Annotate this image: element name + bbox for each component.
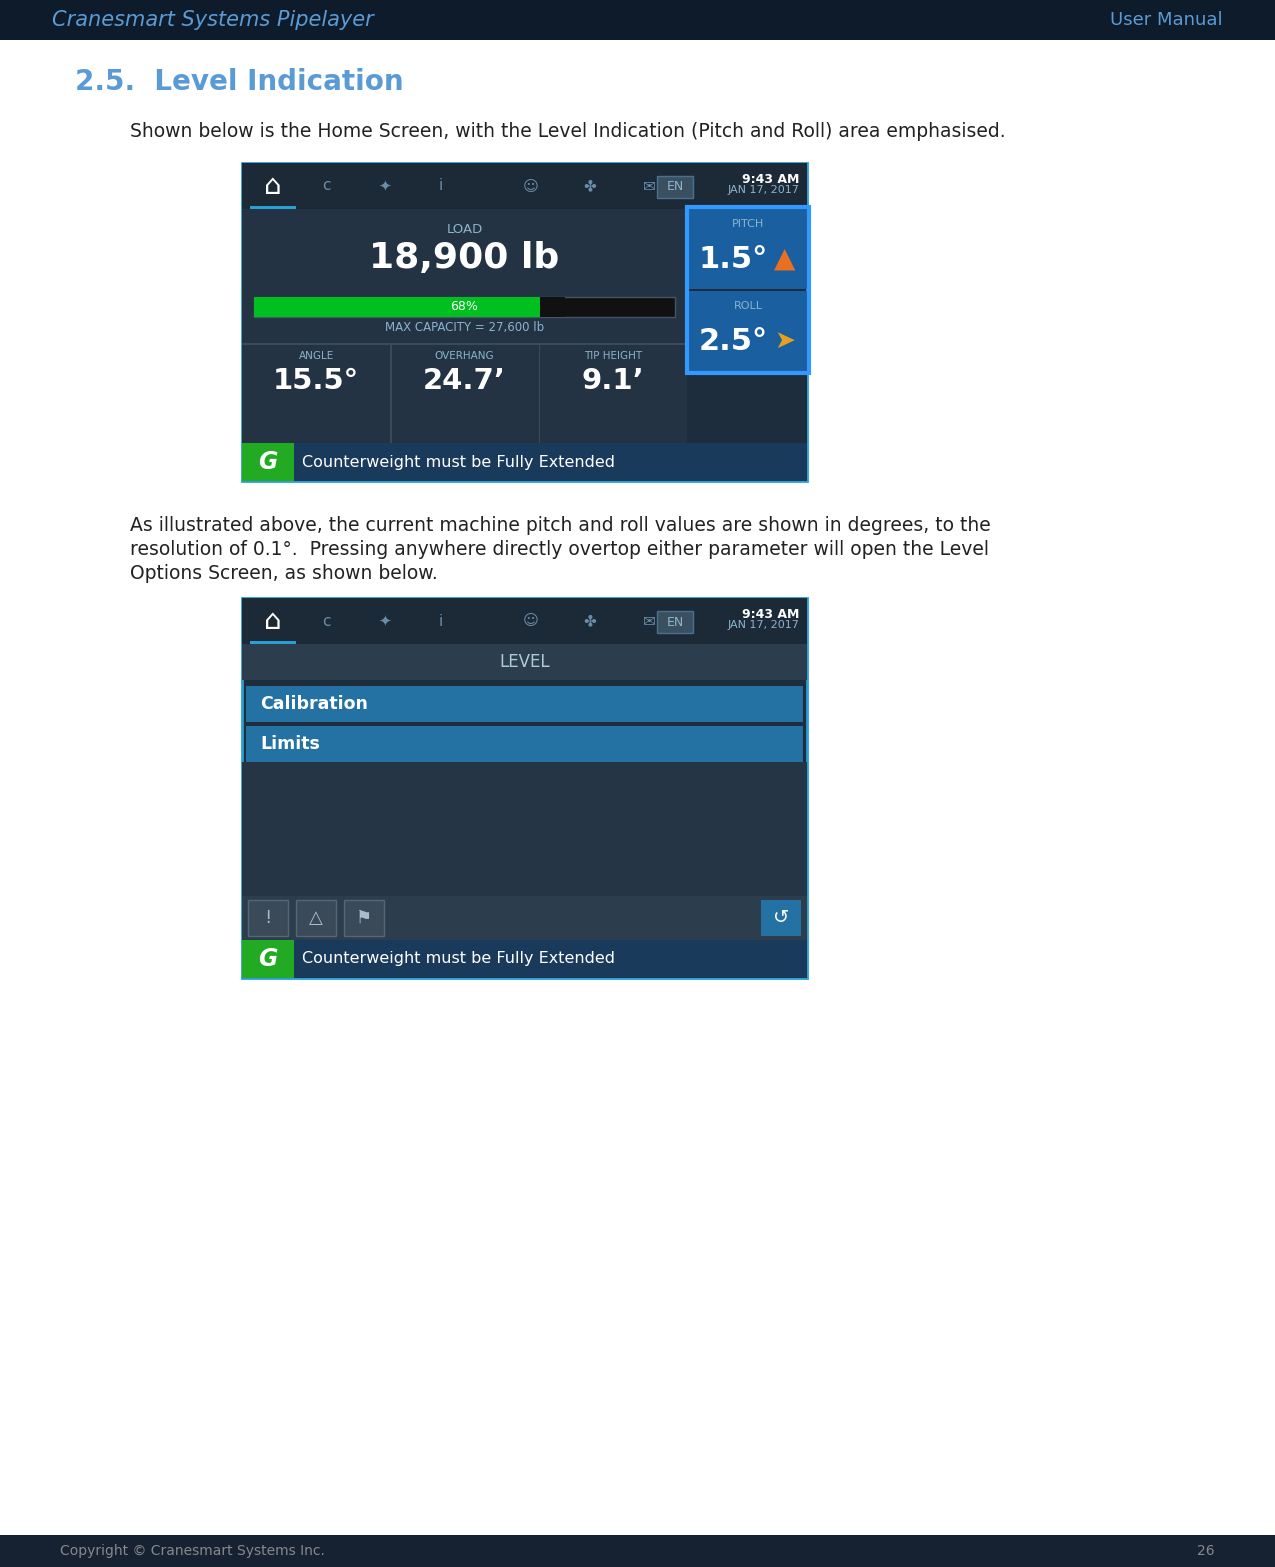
Bar (541, 298, 565, 317)
Bar (242, 208, 687, 443)
Text: G: G (259, 450, 278, 473)
Text: PITCH: PITCH (732, 219, 764, 229)
Text: OVERHANG: OVERHANG (435, 351, 495, 360)
Bar (344, 899, 384, 935)
Text: ☺: ☺ (523, 179, 539, 193)
Bar (688, 371, 807, 443)
Bar (688, 291, 807, 371)
Bar (688, 208, 807, 288)
Bar (250, 641, 296, 644)
Bar (250, 205, 296, 208)
Text: Copyright © Cranesmart Systems Inc.: Copyright © Cranesmart Systems Inc. (60, 1543, 325, 1558)
Text: resolution of 0.1°.  Pressing anywhere directly overtop either parameter will op: resolution of 0.1°. Pressing anywhere di… (130, 541, 989, 559)
Text: 9.1’: 9.1’ (581, 367, 644, 395)
Text: Calibration: Calibration (260, 696, 368, 713)
Text: 15.5°: 15.5° (273, 367, 360, 395)
Bar (242, 443, 295, 481)
Text: Counterweight must be Fully Extended: Counterweight must be Fully Extended (302, 454, 615, 470)
Bar (0, 0, 1275, 41)
Text: ▲: ▲ (774, 244, 796, 273)
Text: As illustrated above, the current machine pitch and roll values are shown in deg: As illustrated above, the current machin… (130, 516, 991, 534)
Text: ✦: ✦ (379, 614, 391, 628)
Bar (538, 343, 541, 443)
Bar (242, 599, 807, 644)
Text: ✦: ✦ (379, 179, 391, 193)
Bar (242, 163, 807, 481)
Text: ☺: ☺ (523, 614, 539, 628)
Bar (657, 611, 694, 633)
Text: ↺: ↺ (773, 909, 789, 928)
Text: ✉: ✉ (643, 614, 655, 628)
Text: i: i (439, 614, 444, 628)
Bar (657, 176, 694, 197)
Text: ✤: ✤ (584, 614, 597, 628)
Text: 68%: 68% (450, 301, 478, 313)
Text: MAX CAPACITY = 27,600 lb: MAX CAPACITY = 27,600 lb (385, 321, 544, 334)
Text: JAN 17, 2017: JAN 17, 2017 (727, 185, 799, 194)
Text: 1.5°: 1.5° (699, 244, 769, 274)
Bar (246, 686, 803, 722)
Text: JAN 17, 2017: JAN 17, 2017 (727, 621, 799, 630)
Bar (254, 298, 541, 317)
Text: ROLL: ROLL (733, 301, 762, 310)
Text: G: G (259, 946, 278, 972)
Text: Cranesmart Systems Pipelayer: Cranesmart Systems Pipelayer (52, 9, 374, 30)
Text: 9:43 AM: 9:43 AM (742, 608, 799, 621)
Text: i: i (439, 179, 444, 193)
Text: Shown below is the Home Screen, with the Level Indication (Pitch and Roll) area : Shown below is the Home Screen, with the… (130, 122, 1006, 141)
Text: 2.5°: 2.5° (699, 326, 768, 356)
Text: LOAD: LOAD (446, 223, 483, 237)
Text: △: △ (309, 909, 323, 928)
Bar (242, 443, 807, 481)
Bar (242, 896, 807, 940)
Text: EN: EN (667, 616, 683, 628)
Text: c: c (321, 614, 330, 628)
Bar (296, 899, 337, 935)
Bar (254, 298, 674, 317)
Text: c: c (321, 179, 330, 193)
Text: ✉: ✉ (643, 179, 655, 193)
Text: User Manual: User Manual (1111, 11, 1223, 30)
Bar (242, 762, 807, 896)
Bar (246, 726, 803, 762)
Bar (242, 599, 807, 978)
Text: ⚑: ⚑ (356, 909, 372, 928)
Bar (242, 940, 295, 978)
Text: !: ! (264, 909, 272, 928)
Bar (390, 343, 391, 443)
Text: Options Screen, as shown below.: Options Screen, as shown below. (130, 564, 437, 583)
Bar (242, 940, 807, 978)
Bar (761, 899, 801, 935)
Text: ⌂: ⌂ (264, 606, 282, 635)
Bar (242, 163, 807, 208)
Text: 24.7’: 24.7’ (423, 367, 506, 395)
Text: Limits: Limits (260, 735, 320, 754)
Text: 18,900 lb: 18,900 lb (370, 241, 560, 274)
Text: LEVEL: LEVEL (500, 653, 550, 671)
Text: EN: EN (667, 180, 683, 193)
Bar (0, 1536, 1275, 1567)
Text: ✤: ✤ (584, 179, 597, 193)
Bar (687, 207, 810, 373)
Text: ⌂: ⌂ (264, 172, 282, 201)
Text: TIP HEIGHT: TIP HEIGHT (584, 351, 641, 360)
Text: ➤: ➤ (774, 329, 796, 353)
Text: 26: 26 (1197, 1543, 1215, 1558)
Text: ANGLE: ANGLE (298, 351, 334, 360)
Bar (249, 899, 288, 935)
Text: 2.5.  Level Indication: 2.5. Level Indication (75, 67, 404, 96)
Bar (242, 644, 807, 680)
Text: 9:43 AM: 9:43 AM (742, 172, 799, 186)
Text: Counterweight must be Fully Extended: Counterweight must be Fully Extended (302, 951, 615, 967)
